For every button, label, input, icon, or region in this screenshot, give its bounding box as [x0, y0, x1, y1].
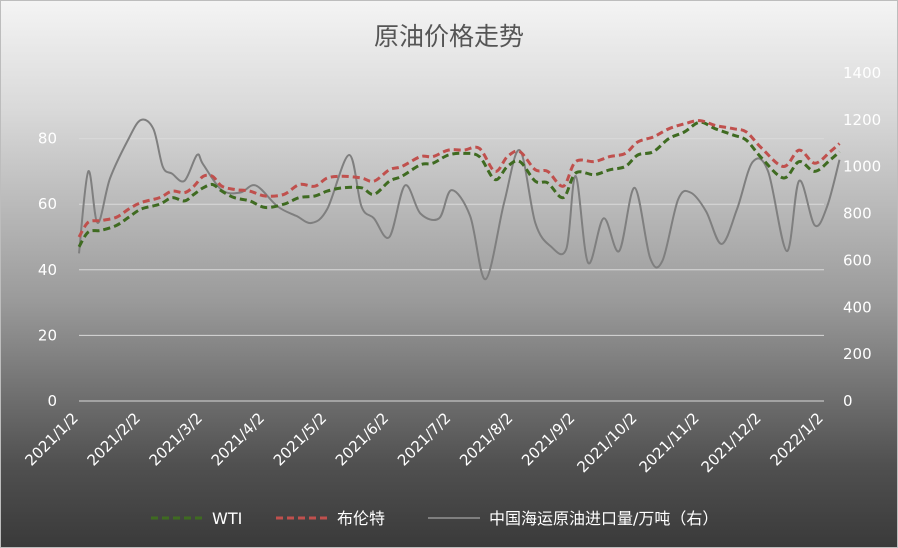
left-tick-label: 40	[38, 261, 57, 279]
legend-label-2: 中国海运原油进口量/万吨（右）	[489, 509, 718, 528]
left-axis-ticks: 0 20 40 60 80	[38, 130, 57, 410]
x-tick-label: 2021/3/2	[146, 409, 206, 469]
series-layer	[77, 118, 841, 281]
legend: WTI 布伦特 中国海运原油进口量/万吨（右）	[151, 509, 718, 528]
x-tick-label: 2021/8/2	[456, 409, 516, 469]
right-tick-label: 600	[843, 251, 872, 269]
right-tick-label: 1200	[843, 111, 881, 129]
x-tick-label: 2021/2/2	[84, 409, 144, 469]
x-tick-label: 2021/6/2	[332, 409, 392, 469]
x-tick-label: 2021/7/2	[394, 409, 454, 469]
x-tick-label: 2021/9/2	[518, 409, 578, 469]
legend-label-1: 布伦特	[337, 509, 385, 528]
x-tick-label: 2021/1/2	[21, 409, 81, 469]
legend-label-0: WTI	[212, 509, 242, 528]
x-tick-label: 2021/4/2	[208, 409, 268, 469]
x-tick-label: 2021/10/2	[573, 409, 640, 476]
chart-title: 原油价格走势	[374, 22, 524, 51]
left-tick-label: 20	[38, 326, 57, 344]
x-axis-ticks: 2021/1/2 2021/2/2 2021/3/2 2021/4/2 2021/5/2…	[21, 409, 826, 476]
right-tick-label: 1000	[843, 158, 881, 176]
series-line-1	[77, 119, 841, 238]
right-tick-label: 400	[843, 298, 872, 316]
x-tick-label: 2021/5/2	[270, 409, 330, 469]
x-tick-label: 2022/1/2	[766, 409, 826, 469]
x-tick-label: 2021/12/2	[698, 409, 765, 476]
left-tick-label: 80	[38, 130, 57, 148]
right-tick-label: 1400	[843, 64, 881, 82]
series-line-0	[77, 120, 841, 248]
right-tick-label: 200	[843, 345, 872, 363]
left-tick-label: 60	[38, 195, 57, 213]
right-tick-label: 800	[843, 205, 872, 223]
x-tick-label: 2021/11/2	[636, 409, 703, 476]
series-line-2	[78, 118, 841, 281]
right-tick-label: 0	[843, 392, 853, 410]
left-tick-label: 0	[47, 392, 57, 410]
right-axis-ticks: 0 200 400 600 800 1000 1200 1400	[843, 64, 881, 410]
grid-lines	[79, 138, 824, 402]
